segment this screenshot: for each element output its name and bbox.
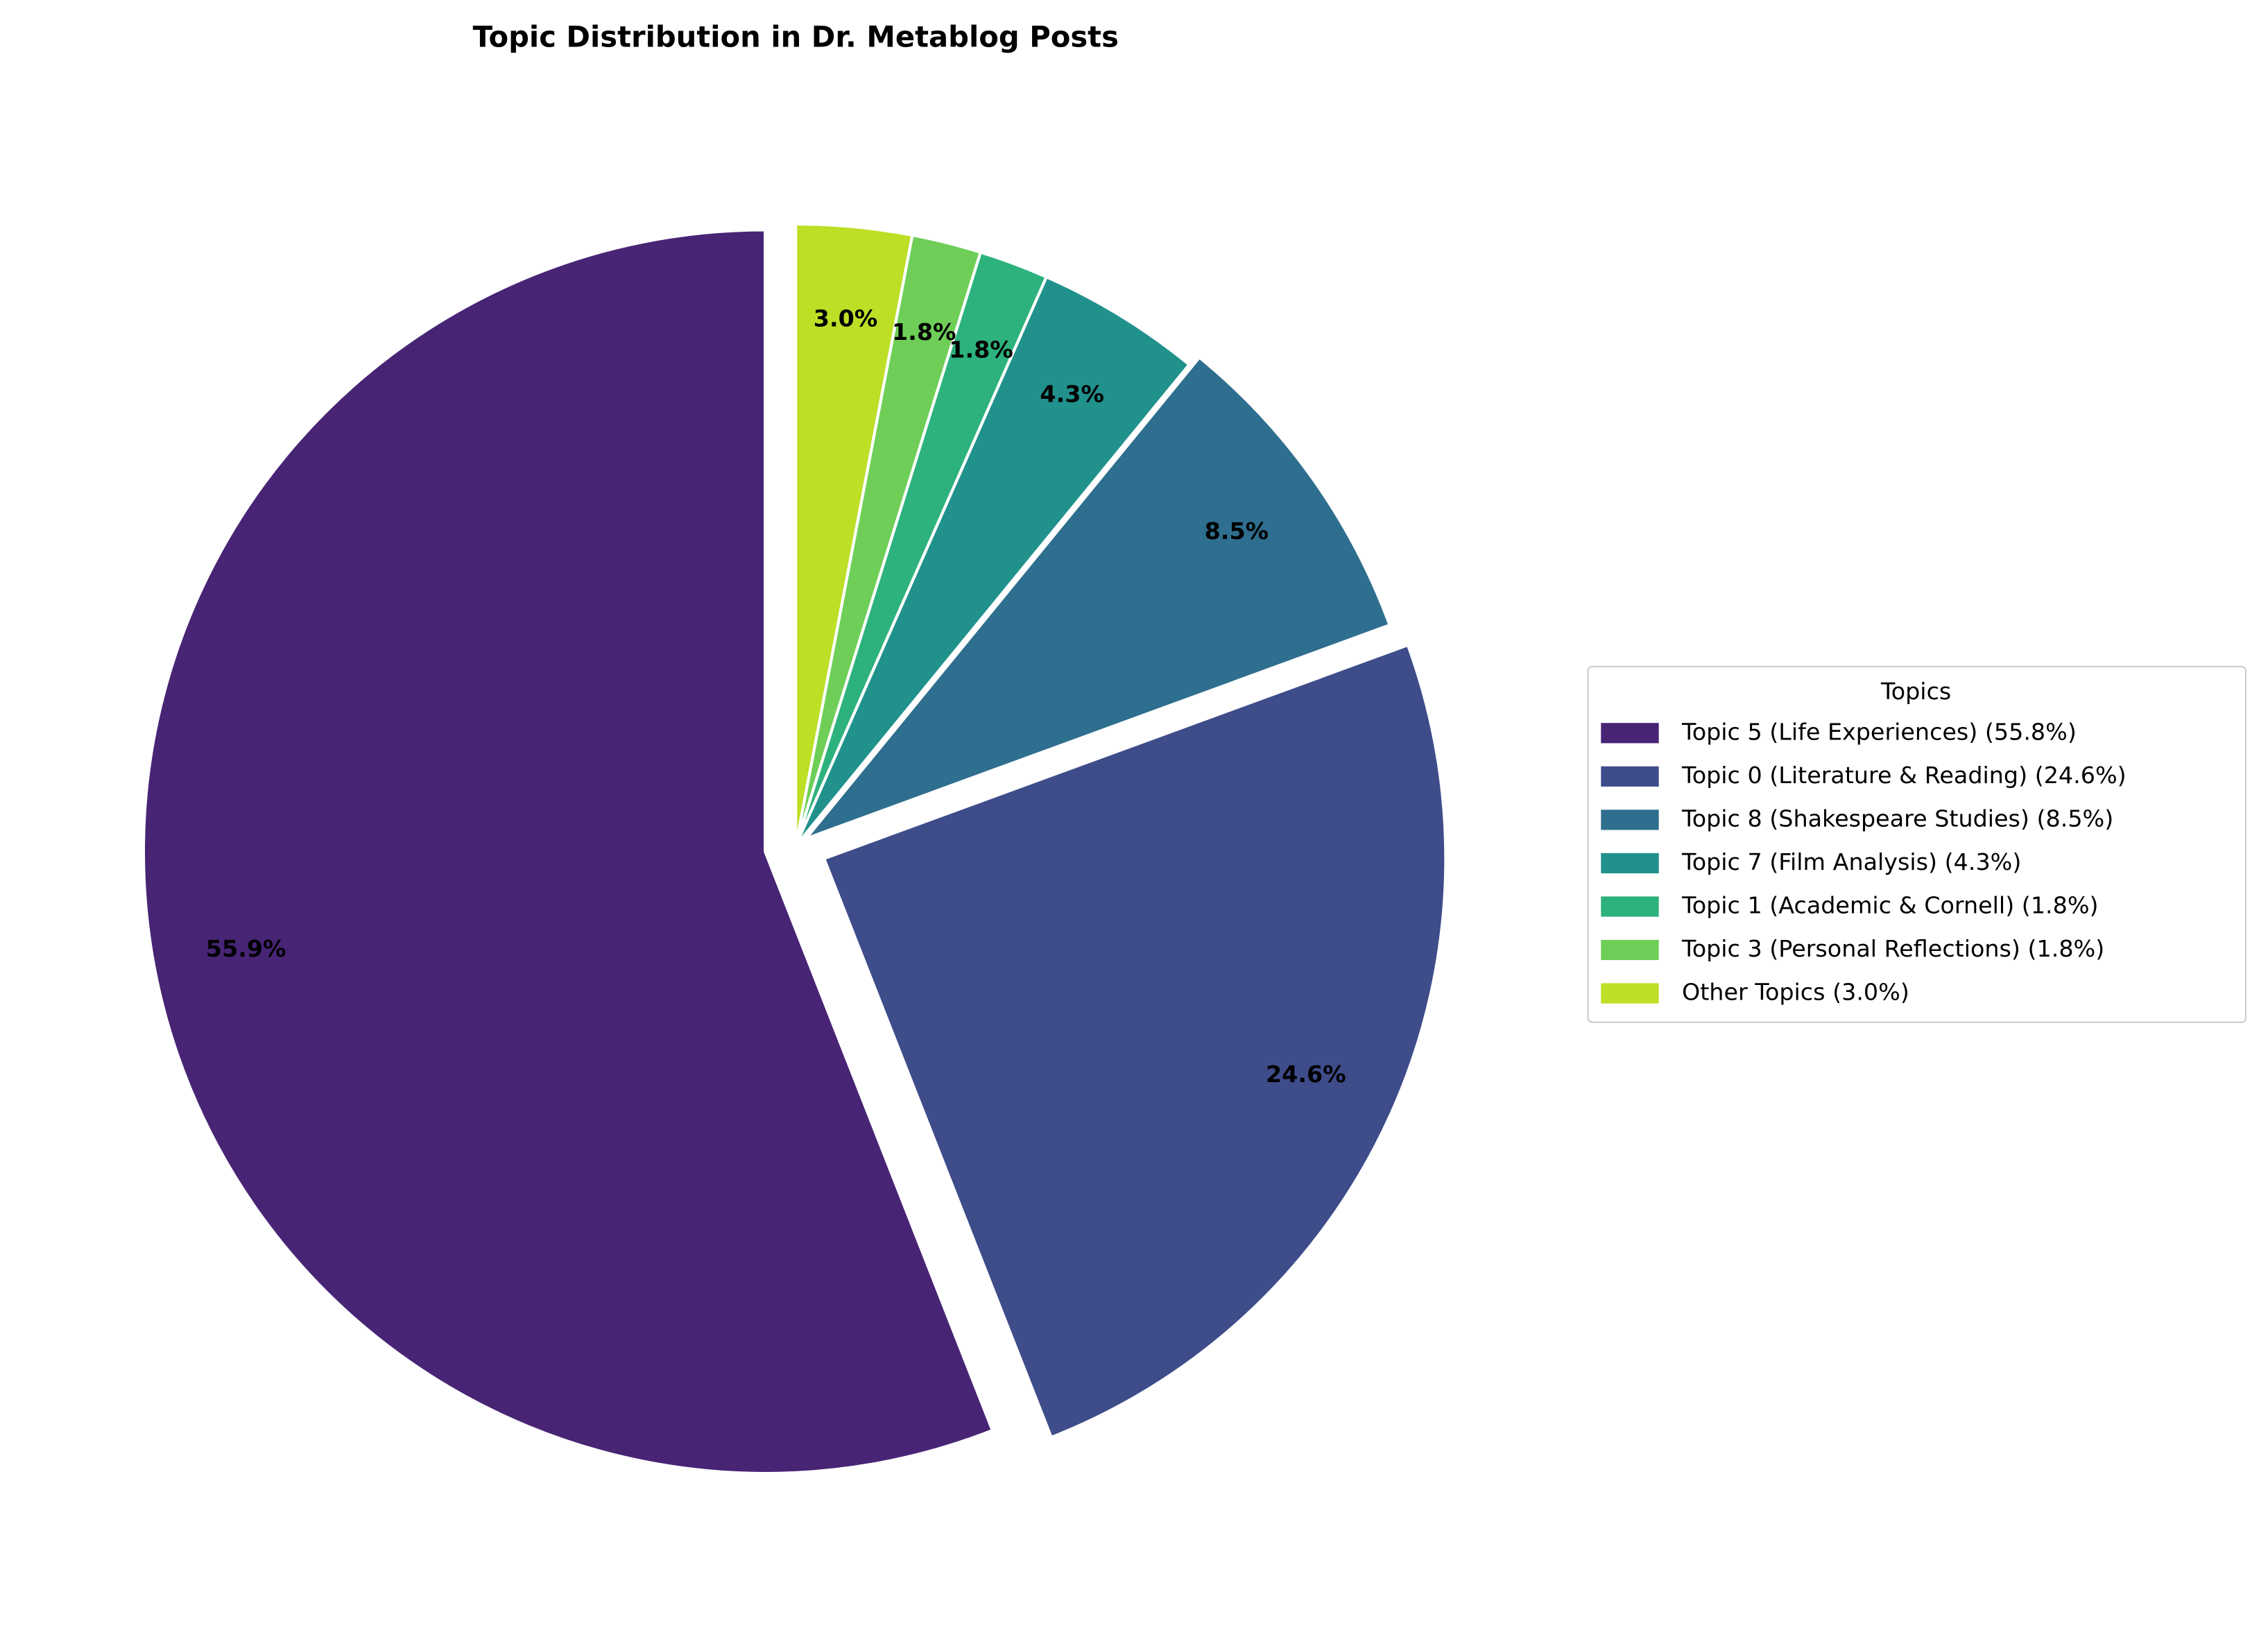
slice-label: 55.9% bbox=[206, 935, 286, 962]
legend-swatch bbox=[1601, 723, 1659, 744]
pie-slice bbox=[822, 643, 1447, 1439]
legend-swatch bbox=[1601, 983, 1659, 1004]
legend-swatch bbox=[1601, 896, 1659, 917]
legend-swatch bbox=[1601, 939, 1659, 961]
chart-title: Topic Distribution in Dr. Metablog Posts bbox=[473, 19, 1119, 53]
legend-label: Other Topics (3.0%) bbox=[1682, 979, 1909, 1006]
legend-label: Topic 5 (Life Experiences) (55.8%) bbox=[1681, 718, 2077, 745]
slice-label: 24.6% bbox=[1266, 1061, 1346, 1088]
legend-label: Topic 8 (Shakespeare Studies) (8.5%) bbox=[1681, 805, 2113, 832]
slice-label: 1.8% bbox=[892, 318, 956, 345]
legend-label: Topic 0 (Literature & Reading) (24.6%) bbox=[1681, 762, 2127, 789]
slice-label: 3.0% bbox=[814, 305, 877, 332]
legend-label: Topic 3 (Personal Reflections) (1.8%) bbox=[1681, 935, 2104, 962]
pie-slice bbox=[141, 228, 995, 1475]
slice-label: 8.5% bbox=[1205, 517, 1269, 545]
legend-box bbox=[1587, 665, 2246, 1023]
pie-slice bbox=[801, 355, 1392, 842]
legend-label: Topic 1 (Academic & Cornell) (1.8%) bbox=[1681, 891, 2099, 918]
legend-swatch bbox=[1601, 853, 1659, 873]
slice-label: 4.3% bbox=[1040, 381, 1103, 408]
slice-label: 1.8% bbox=[949, 336, 1013, 363]
pie-slice bbox=[794, 275, 1192, 847]
legend-swatch bbox=[1601, 766, 1659, 787]
pie-slice bbox=[794, 223, 914, 846]
legend-label: Topic 7 (Film Analysis) (4.3%) bbox=[1681, 848, 2021, 875]
legend-swatch bbox=[1601, 810, 1659, 830]
legend-title: Topics bbox=[1880, 678, 1951, 705]
